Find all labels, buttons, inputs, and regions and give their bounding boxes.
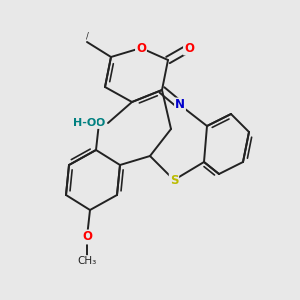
Text: N: N [175,98,185,112]
Text: H-O: H-O [73,118,96,128]
Text: O: O [82,230,92,244]
Text: S: S [170,173,178,187]
Text: /: / [85,32,88,40]
Text: H-O: H-O [82,118,105,128]
Text: CH₃: CH₃ [77,256,97,266]
Text: O: O [184,41,194,55]
Text: O: O [136,41,146,55]
